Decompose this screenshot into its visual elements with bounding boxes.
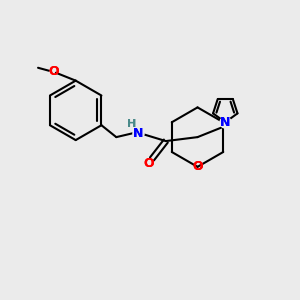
Text: H: H [127,119,136,129]
Text: N: N [220,116,230,129]
Text: N: N [220,116,230,129]
Text: O: O [49,65,59,78]
Text: O: O [192,160,203,173]
Text: O: O [49,65,59,78]
Text: H: H [127,119,136,129]
Text: N: N [133,127,143,140]
Text: O: O [192,160,203,173]
Text: O: O [144,158,154,170]
Text: O: O [144,158,154,170]
Text: N: N [133,127,143,140]
